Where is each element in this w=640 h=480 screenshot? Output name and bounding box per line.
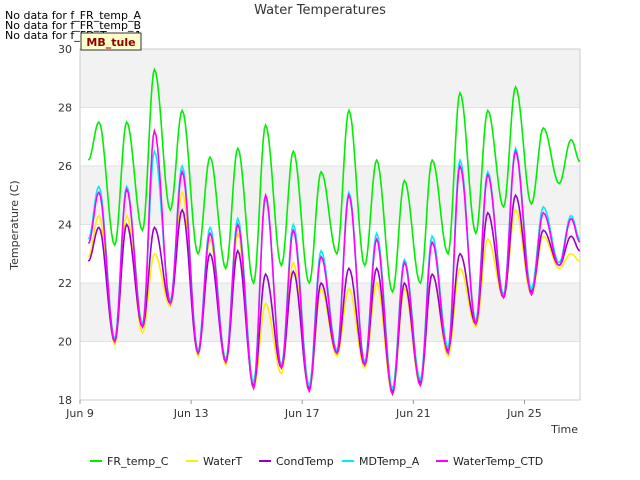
x-tick-label: Jun 17 [284, 407, 320, 420]
y-tick-label: 22 [58, 277, 72, 290]
y-tick-label: 20 [58, 336, 72, 349]
y-tick-label: 18 [58, 394, 72, 407]
x-axis-title: Time [550, 423, 578, 436]
legend-item: FR_temp_C [90, 455, 169, 468]
legend-item: CondTemp [259, 455, 334, 468]
legend-label: CondTemp [276, 455, 334, 468]
series-line-watertemp-ctd [87, 128, 581, 397]
series-lines [87, 67, 581, 397]
x-tick-label: Jun 25 [506, 407, 542, 420]
y-tick-label: 26 [58, 160, 72, 173]
no-data-message-2: No data for f_FR_temp_B [5, 19, 142, 32]
series-line-fr-temp-c [87, 67, 581, 294]
x-axis: Jun 9 Jun 13 Jun 17 Jun 21 Jun 25 [65, 400, 542, 420]
x-tick-label: Jun 9 [65, 407, 94, 420]
x-tick-label: Jun 13 [173, 407, 209, 420]
site-label: MB_tule [86, 36, 135, 49]
plot-border [79, 48, 581, 401]
legend-item: WaterT [186, 455, 243, 468]
x-tick-label: Jun 21 [395, 407, 431, 420]
legend-label: MDTemp_A [359, 455, 420, 468]
legend-item: WaterTemp_CTD [436, 455, 543, 468]
legend-label: FR_temp_C [107, 455, 169, 468]
y-tick-label: 30 [58, 43, 72, 56]
legend-item: MDTemp_A [342, 455, 420, 468]
site-label-box: MB_tule [80, 32, 142, 51]
y-axis: 18 20 22 24 26 28 30 [58, 43, 72, 407]
y-tick-label: 28 [58, 102, 72, 115]
legend: FR_temp_C WaterT CondTemp MDTemp_A WaterTemp… [90, 455, 543, 468]
y-tick-label: 24 [58, 219, 72, 232]
legend-label: WaterT [203, 455, 243, 468]
y-axis-title: Temperature (C) [8, 180, 21, 270]
no-data-message-1: No data for f_FR_temp_A [5, 9, 141, 22]
series-line-mdtemp-a [87, 146, 581, 391]
grid-band [80, 49, 580, 108]
legend-label: WaterTemp_CTD [453, 455, 543, 468]
chart-title: Water Temperatures [254, 3, 386, 18]
